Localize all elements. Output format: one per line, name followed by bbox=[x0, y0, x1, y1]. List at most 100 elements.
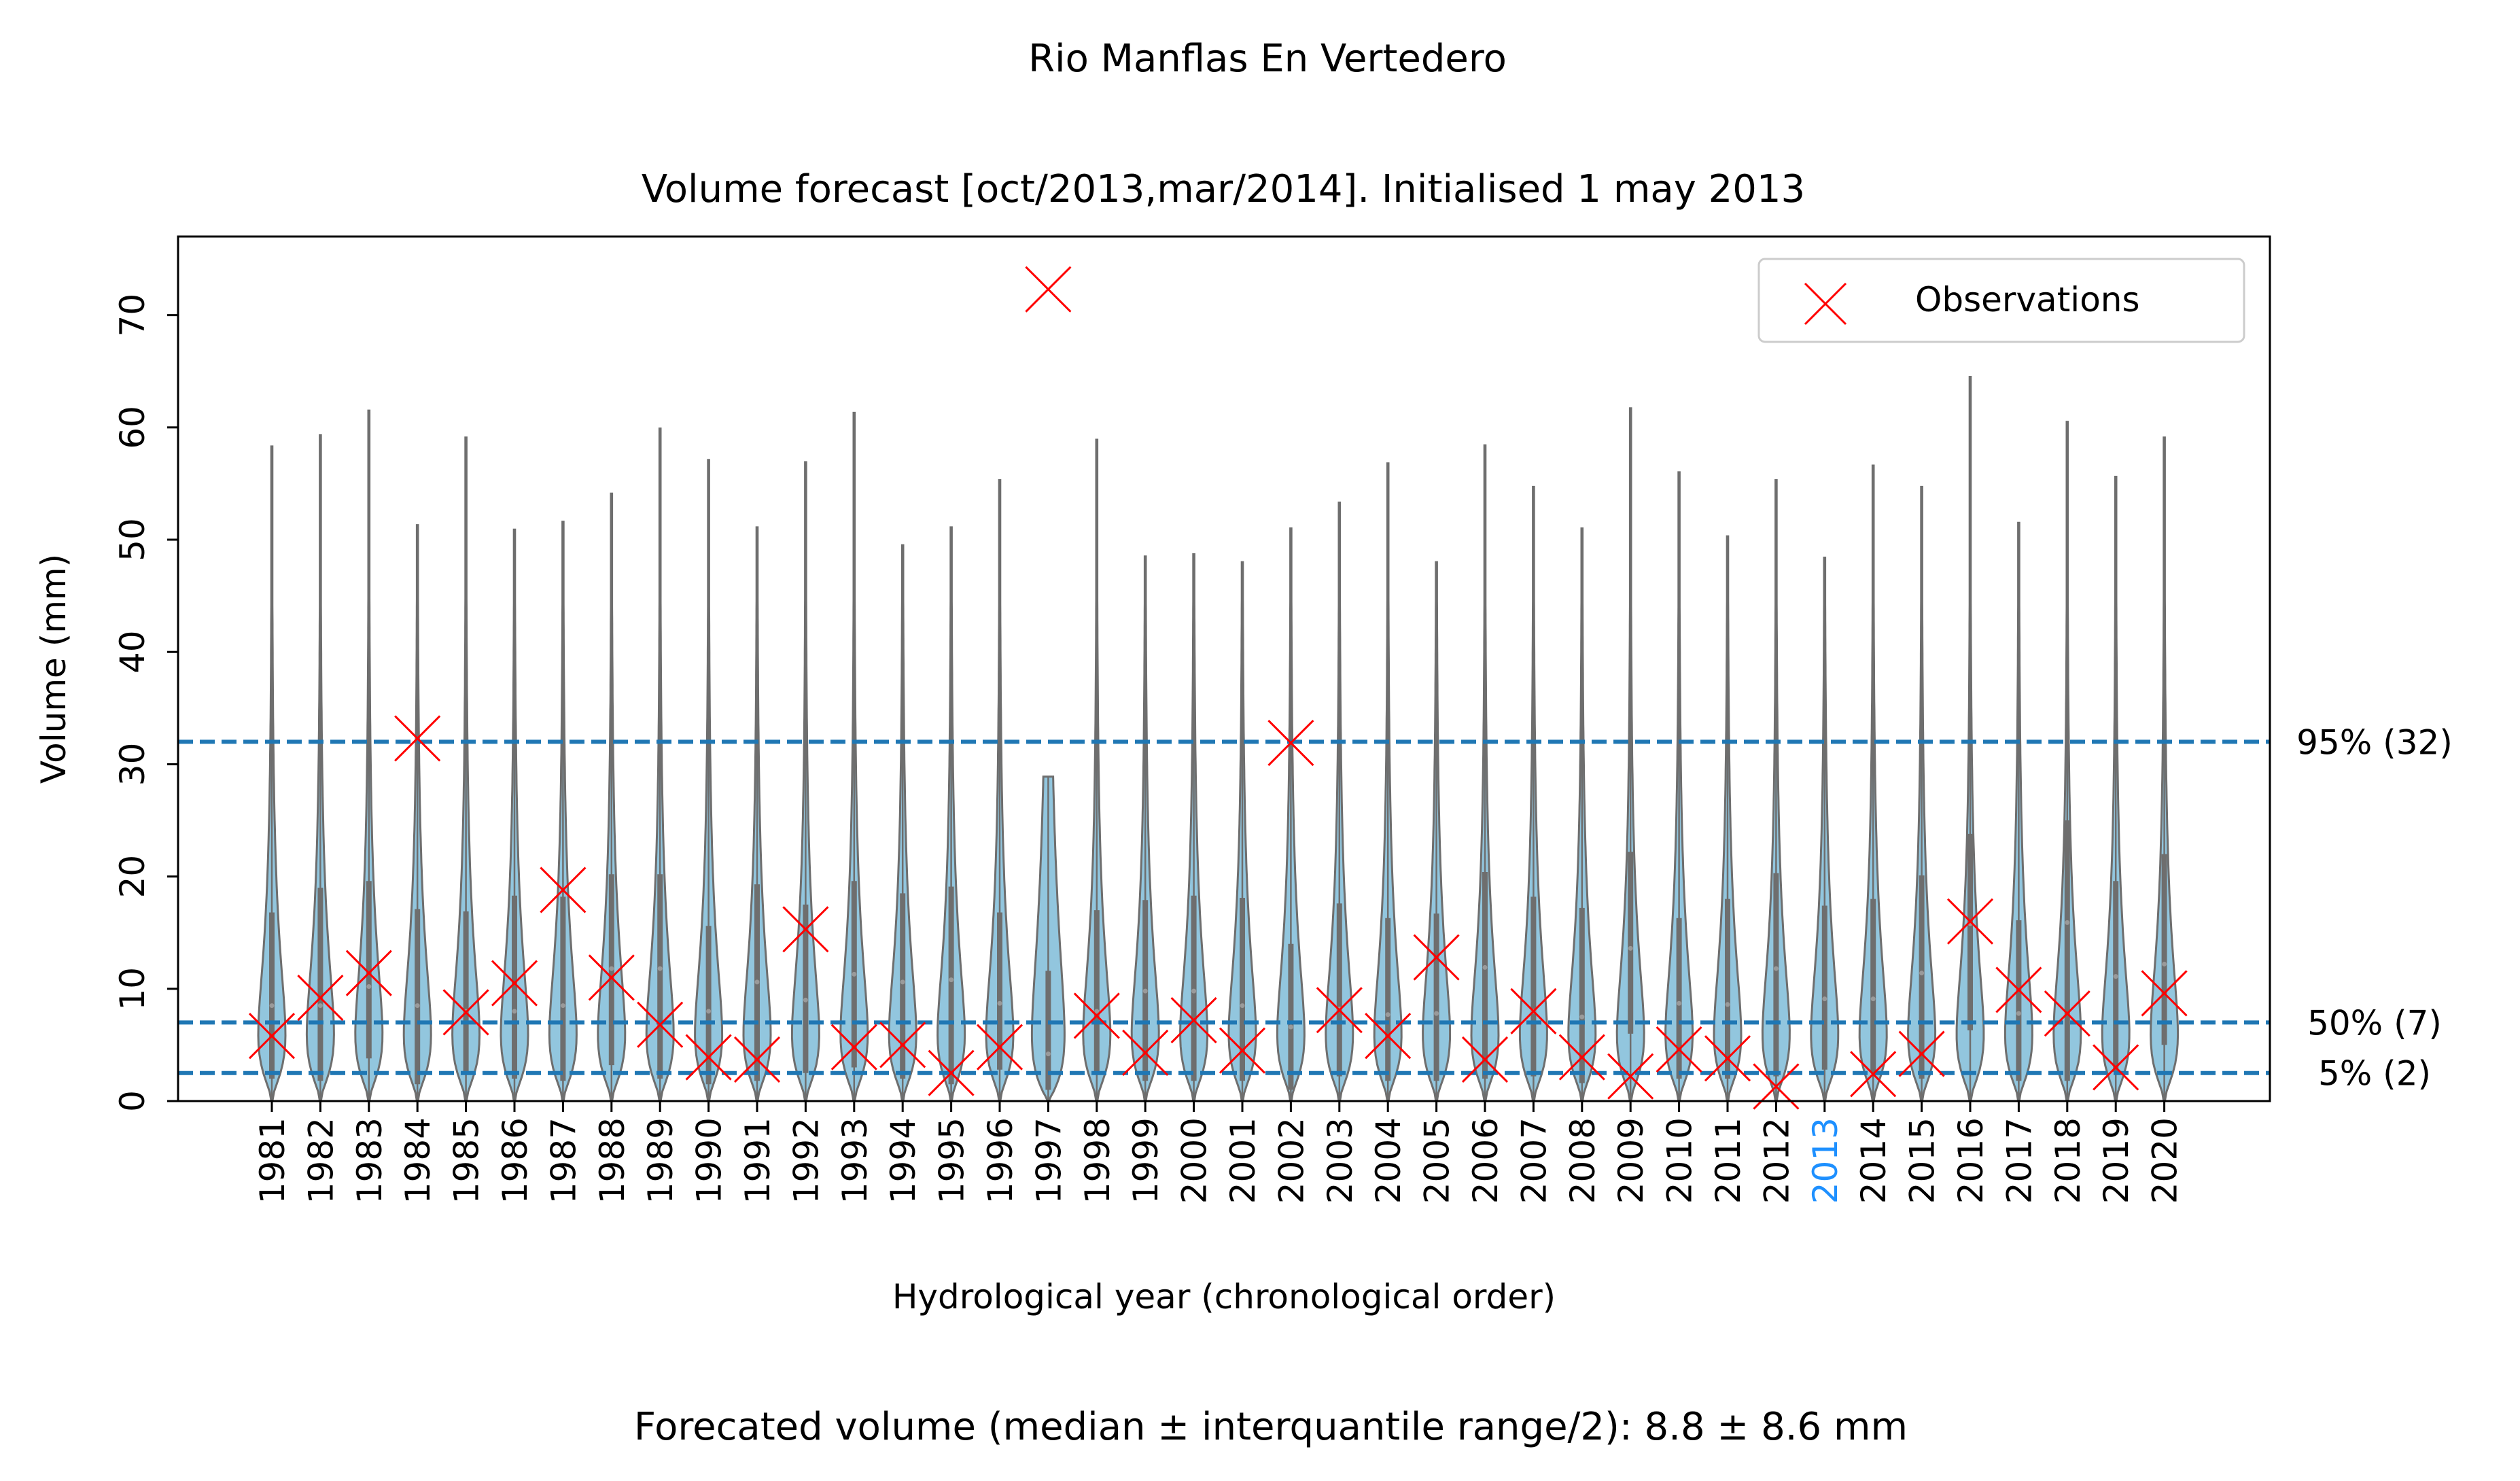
observation-x-stroke bbox=[1267, 719, 1314, 767]
x-tick-label: 2002 bbox=[1272, 1117, 1311, 1204]
observation-x-stroke bbox=[248, 1013, 296, 1060]
observation-marker-2000 bbox=[1170, 996, 1217, 1044]
reference-line-label: 50% (7) bbox=[2307, 1003, 2442, 1043]
violin-2003 bbox=[1325, 502, 1354, 1102]
violin-1987 bbox=[548, 521, 578, 1102]
x-tick-label: 1998 bbox=[1078, 1117, 1117, 1204]
observation-x-stroke bbox=[782, 906, 829, 953]
violin-2014 bbox=[1858, 464, 1888, 1102]
violin-median-dot bbox=[1628, 945, 1633, 951]
plot-frame bbox=[177, 235, 2271, 1102]
violin-median-dot bbox=[754, 979, 760, 985]
x-tick-label: 2007 bbox=[1514, 1117, 1554, 1204]
violin-median-dot bbox=[1725, 1002, 1730, 1007]
violin-1981 bbox=[257, 445, 287, 1102]
observation-marker-1981 bbox=[248, 1013, 296, 1060]
observation-marker-2006 bbox=[1461, 1036, 1509, 1083]
violin-median-dot bbox=[1045, 1051, 1051, 1057]
x-tick-label: 2015 bbox=[1903, 1117, 1942, 1204]
observation-x-stroke bbox=[1850, 1051, 1897, 1098]
x-tick-label: 1981 bbox=[253, 1117, 292, 1204]
observation-marker-2017 bbox=[1995, 966, 2042, 1013]
violin-median-dot bbox=[657, 966, 663, 971]
violin-median-dot bbox=[2065, 920, 2070, 925]
observation-marker-2008 bbox=[1558, 1034, 1605, 1081]
observation-marker-2018 bbox=[2044, 990, 2090, 1037]
violin-2013 bbox=[1810, 557, 1840, 1102]
y-tick-label: 40 bbox=[113, 630, 152, 674]
violin-2010 bbox=[1664, 471, 1694, 1102]
observation-x-stroke bbox=[1607, 1053, 1654, 1100]
observation-x-stroke bbox=[685, 1034, 732, 1081]
violin-1997 bbox=[1030, 776, 1066, 1102]
observation-marker-1999 bbox=[1122, 1029, 1169, 1077]
observation-x-stroke bbox=[1365, 1013, 1412, 1060]
observation-marker-2011 bbox=[1704, 1035, 1751, 1082]
observation-x-stroke bbox=[1025, 266, 1072, 313]
x-tick-label: 1988 bbox=[593, 1117, 632, 1204]
observation-x-stroke bbox=[1704, 1035, 1751, 1082]
observation-x-stroke bbox=[637, 1001, 684, 1048]
violin-median-dot bbox=[803, 997, 808, 1003]
violin-2009 bbox=[1615, 407, 1645, 1102]
chart-title: Volume forecast [oct/2013,mar/2014]. Ini… bbox=[642, 167, 1805, 211]
x-tick-label: 1992 bbox=[786, 1117, 826, 1204]
y-tick-label: 30 bbox=[113, 743, 152, 786]
x-tick-label: 2004 bbox=[1369, 1117, 1408, 1204]
violin-1984 bbox=[402, 524, 432, 1102]
y-tick-label: 20 bbox=[113, 855, 152, 899]
observation-x-stroke bbox=[1170, 996, 1217, 1044]
observation-x-stroke bbox=[1413, 934, 1460, 981]
observation-x-stroke bbox=[733, 1036, 781, 1083]
observation-marker-2020 bbox=[2141, 970, 2188, 1017]
violin-median-dot bbox=[852, 971, 857, 977]
observation-marker-1997 bbox=[1025, 266, 1072, 313]
observation-marker-2004 bbox=[1365, 1013, 1412, 1060]
x-tick-label: 1991 bbox=[738, 1117, 777, 1204]
violin-1994 bbox=[888, 544, 917, 1102]
observations-group bbox=[248, 266, 2188, 1110]
violin-1993 bbox=[839, 411, 869, 1102]
observation-x-stroke bbox=[879, 1022, 926, 1068]
violin-1996 bbox=[985, 479, 1015, 1102]
x-axis: 1981 1982 1983 1984 1985 1986 1987 1988 1989 1990… bbox=[253, 1101, 2185, 1204]
x-tick-label: 2011 bbox=[1709, 1117, 1748, 1204]
violin-2015 bbox=[1907, 485, 1937, 1102]
observation-marker-1994 bbox=[879, 1022, 926, 1068]
violin-median-dot bbox=[1870, 996, 1876, 1002]
violin-median-dot bbox=[269, 1003, 275, 1009]
observation-marker-2014 bbox=[1850, 1051, 1897, 1098]
observation-marker-1988 bbox=[588, 954, 635, 1001]
footer-text: Forecated volume (median ± interquantile… bbox=[634, 1405, 1908, 1449]
observation-marker-1985 bbox=[442, 989, 489, 1036]
x-tick-label: 1984 bbox=[398, 1117, 438, 1204]
x-tick-label: 2010 bbox=[1660, 1117, 1700, 1204]
x-tick-label: 2000 bbox=[1175, 1117, 1214, 1204]
x-tick-label: 1989 bbox=[641, 1117, 680, 1204]
observation-x-stroke bbox=[394, 715, 441, 762]
y-axis-label: Volume (mm) bbox=[34, 554, 73, 784]
x-tick-label: 1982 bbox=[301, 1117, 340, 1204]
violin-median-dot bbox=[2113, 974, 2118, 979]
reference-line-label: 95% (32) bbox=[2296, 722, 2453, 762]
x-tick-label: 2008 bbox=[1563, 1117, 1603, 1204]
observation-x-stroke bbox=[1316, 987, 1363, 1034]
observation-marker-2019 bbox=[2093, 1044, 2139, 1091]
observation-x-stroke bbox=[297, 974, 344, 1022]
x-tick-label: 1996 bbox=[981, 1117, 1020, 1204]
observation-x-stroke bbox=[2093, 1044, 2139, 1091]
observation-marker-2009 bbox=[1607, 1053, 1654, 1100]
reference-line-label: 5% (2) bbox=[2318, 1054, 2431, 1094]
violin-2002 bbox=[1276, 527, 1306, 1102]
violin-median-dot bbox=[1677, 1000, 1682, 1006]
violin-median-dot bbox=[997, 1000, 1002, 1006]
violin-median-dot bbox=[1773, 966, 1779, 971]
observation-marker-1989 bbox=[637, 1001, 684, 1048]
observation-marker-2002 bbox=[1267, 719, 1314, 767]
violin-median-dot bbox=[366, 984, 372, 990]
y-axis: 0 10 20 30 40 50 60 70 bbox=[113, 294, 178, 1112]
y-tick-label: 10 bbox=[113, 967, 152, 1011]
violin-median-dot bbox=[1094, 1009, 1100, 1014]
